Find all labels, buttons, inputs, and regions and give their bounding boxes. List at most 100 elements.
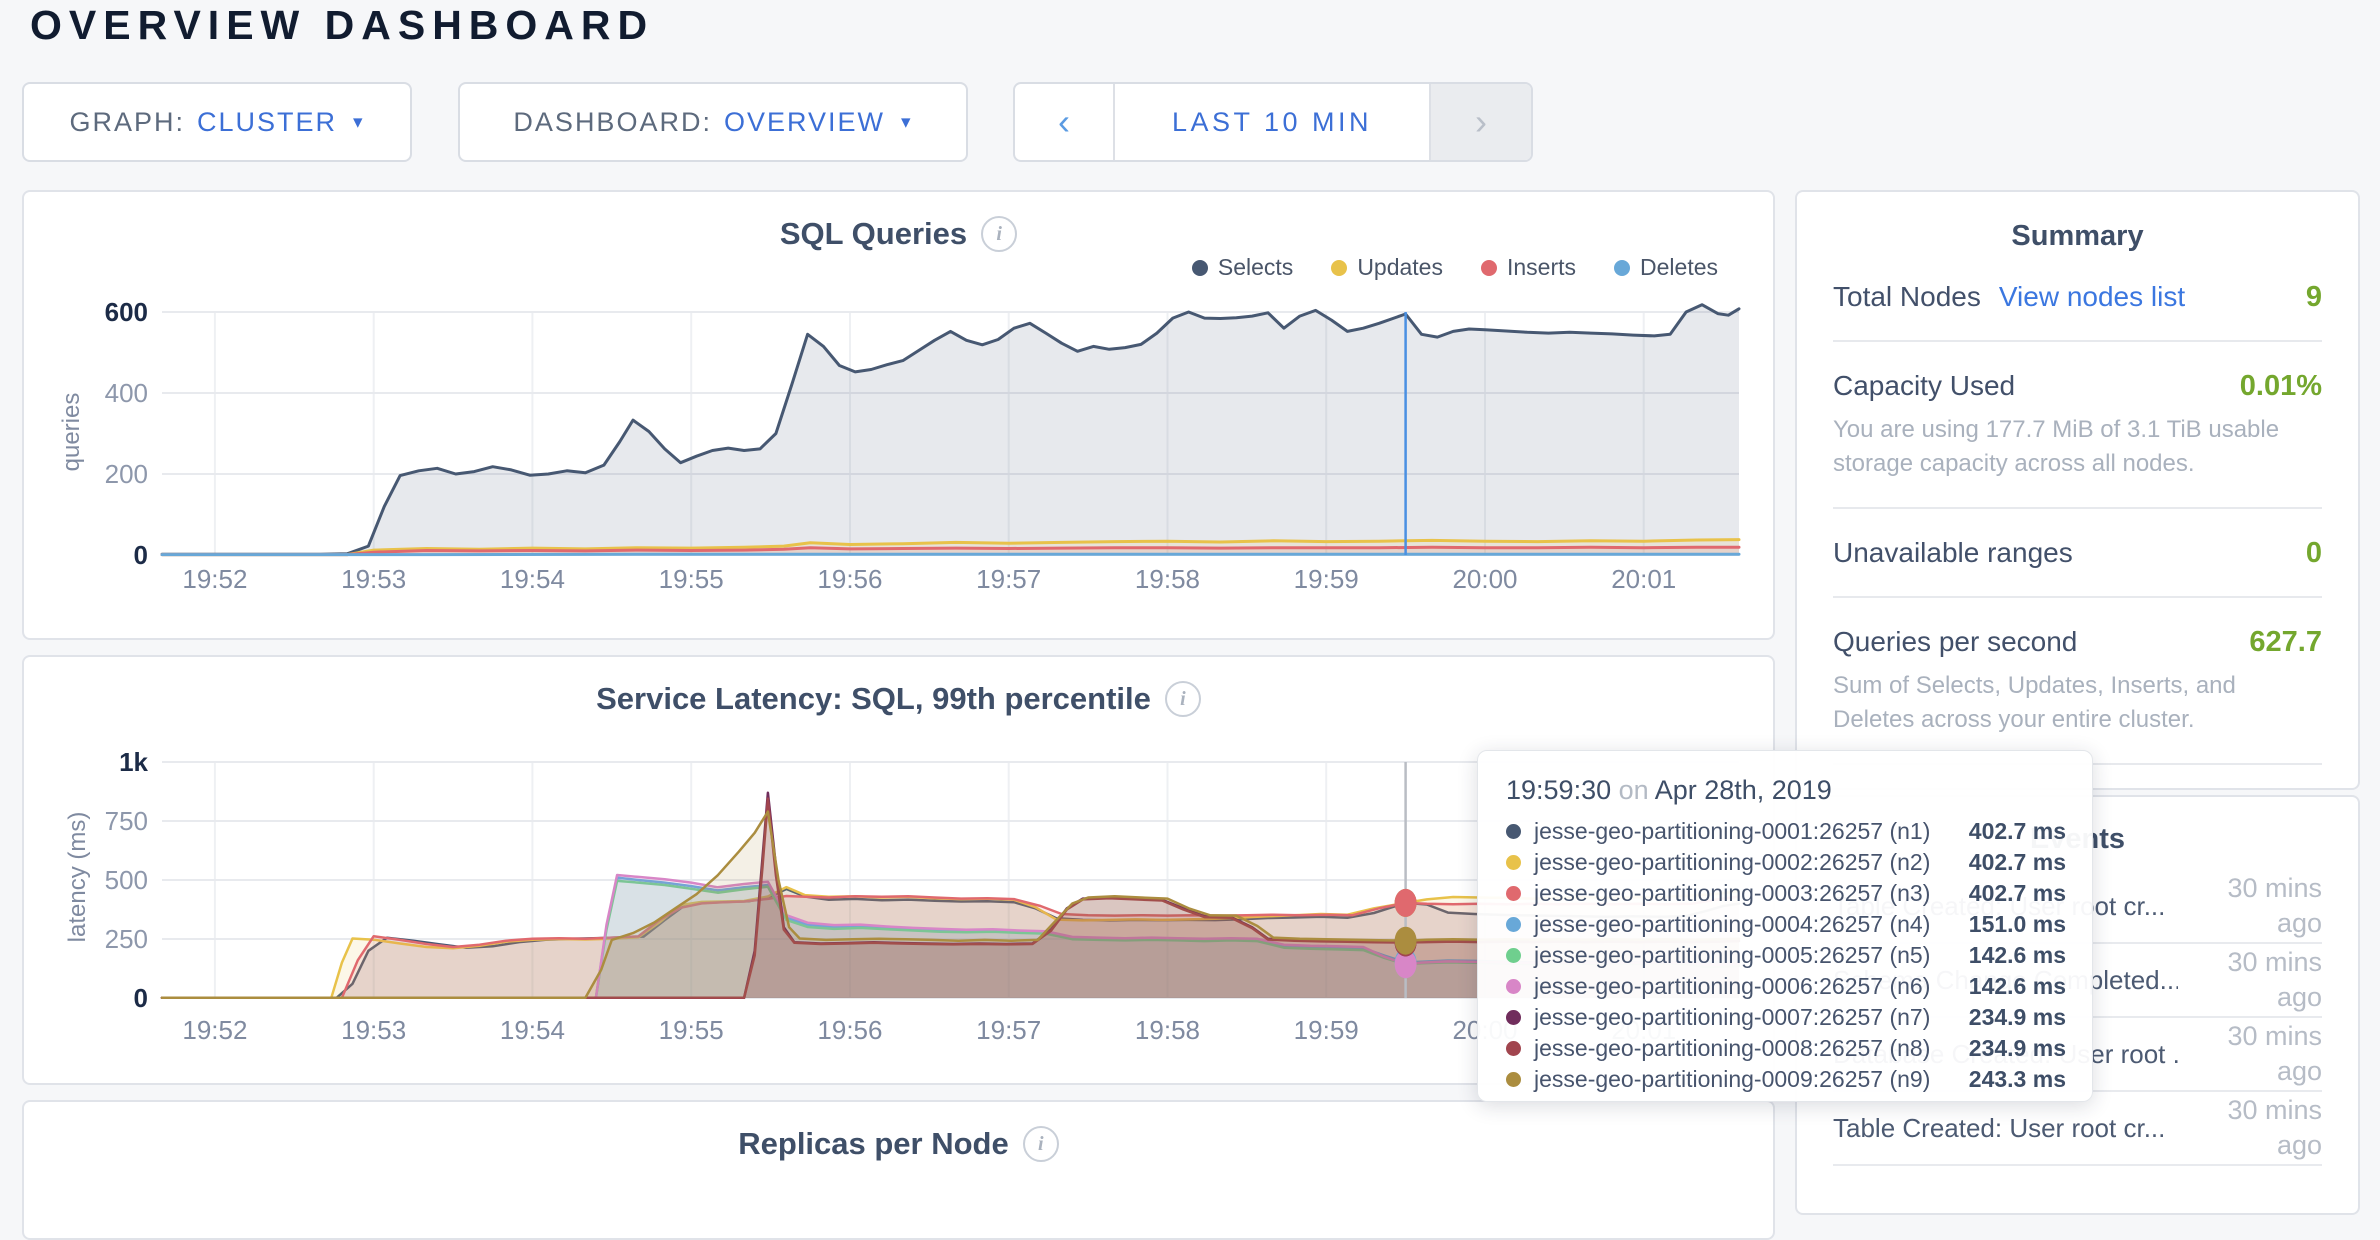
tooltip-header: 19:59:30 on Apr 28th, 2019 [1506, 775, 2072, 806]
x-tick-label: 19:56 [817, 564, 882, 595]
legend-label: Updates [1357, 254, 1443, 281]
chart-title-text: Service Latency: SQL, 99th percentile [596, 681, 1151, 717]
x-tick-label: 19:55 [659, 564, 724, 595]
sql-queries-chart[interactable] [162, 312, 1739, 555]
time-range-value[interactable]: LAST 10 MIN [1115, 84, 1429, 160]
chevron-right-icon: › [1475, 101, 1487, 143]
legend-item-updates[interactable]: Updates [1331, 254, 1443, 281]
series-area [162, 305, 1739, 555]
tooltip-row: jesse-geo-partitioning-0005:26257 (n5)14… [1506, 940, 2072, 971]
service-latency-title: Service Latency: SQL, 99th percentile i [24, 681, 1773, 717]
tooltip-node-value: 402.7 ms [1969, 849, 2072, 876]
series-dot-icon [1506, 824, 1521, 839]
summary-heading: Summary [1833, 220, 2322, 253]
chart-legend: Selects Updates Inserts Deletes [1192, 254, 1718, 281]
legend-dot-icon [1192, 260, 1208, 276]
event-title: Table Created: User root cr... [1833, 1113, 2178, 1144]
y-tick-label: 750 [24, 806, 148, 837]
queries-per-second-row: Queries per second 627.7 [1833, 598, 2322, 659]
legend-item-inserts[interactable]: Inserts [1481, 254, 1576, 281]
capacity-used-caption: You are using 177.7 MiB of 3.1 TiB usabl… [1833, 413, 2322, 481]
tooltip-time: 19:59:30 [1506, 775, 1611, 805]
view-nodes-list-link[interactable]: View nodes list [1999, 281, 2185, 313]
legend-item-selects[interactable]: Selects [1192, 254, 1293, 281]
legend-item-deletes[interactable]: Deletes [1614, 254, 1718, 281]
dashboard-dropdown[interactable]: DASHBOARD: OVERVIEW ▾ [458, 82, 968, 162]
total-nodes-row: Total Nodes View nodes list 9 [1833, 253, 2322, 314]
series-dot-icon [1506, 886, 1521, 901]
tooltip-row: jesse-geo-partitioning-0008:26257 (n8)23… [1506, 1033, 2072, 1064]
tooltip-node-name: jesse-geo-partitioning-0005:26257 (n5) [1534, 942, 1930, 969]
tooltip-node-name: jesse-geo-partitioning-0002:26257 (n2) [1534, 849, 1930, 876]
unavailable-ranges-label: Unavailable ranges [1833, 537, 2073, 569]
capacity-used-value: 0.01% [2240, 370, 2322, 403]
series-dot-icon [1506, 855, 1521, 870]
tooltip-rows: jesse-geo-partitioning-0001:26257 (n1)40… [1506, 816, 2072, 1095]
queries-per-second-value: 627.7 [2249, 626, 2322, 659]
capacity-used-label: Capacity Used [1833, 370, 2015, 402]
tooltip-date: Apr 28th, 2019 [1655, 775, 1832, 805]
series-dot-icon [1506, 979, 1521, 994]
dashboard-value: OVERVIEW [724, 107, 885, 138]
x-tick-label: 19:53 [341, 1015, 406, 1046]
info-icon[interactable]: i [1165, 681, 1201, 717]
queries-per-second-caption: Sum of Selects, Updates, Inserts, and De… [1833, 669, 2322, 737]
y-tick-label: 600 [24, 297, 148, 328]
event-time: 30 mins ago [2204, 1093, 2322, 1163]
y-tick-label: 400 [24, 378, 148, 409]
dashboard-label: DASHBOARD: [513, 107, 712, 138]
legend-dot-icon [1331, 260, 1347, 276]
tooltip-row: jesse-geo-partitioning-0003:26257 (n3)40… [1506, 878, 2072, 909]
tooltip-row: jesse-geo-partitioning-0007:26257 (n7)23… [1506, 1002, 2072, 1033]
legend-label: Inserts [1507, 254, 1576, 281]
prev-time-button[interactable]: ‹ [1015, 84, 1115, 160]
tooltip-row: jesse-geo-partitioning-0009:26257 (n9)24… [1506, 1064, 2072, 1095]
tooltip-row: jesse-geo-partitioning-0004:26257 (n4)15… [1506, 909, 2072, 940]
series-dot-icon [1506, 917, 1521, 932]
event-time: 30 mins ago [2204, 1019, 2322, 1089]
sql-queries-panel: SQL Queries i Selects Updates Inserts Delet… [22, 190, 1775, 640]
graph-label: GRAPH: [69, 107, 185, 138]
tooltip-row: jesse-geo-partitioning-0006:26257 (n6)14… [1506, 971, 2072, 1002]
tooltip-node-value: 402.7 ms [1969, 818, 2072, 845]
graph-dropdown[interactable]: GRAPH: CLUSTER ▾ [22, 82, 412, 162]
tooltip-node-name: jesse-geo-partitioning-0006:26257 (n6) [1534, 973, 1930, 1000]
tooltip-on-word: on [1619, 775, 1655, 805]
unavailable-ranges-value: 0 [2306, 537, 2322, 570]
info-icon[interactable]: i [981, 216, 1017, 252]
chart-title-text: SQL Queries [780, 216, 967, 252]
y-tick-label: 1k [24, 747, 148, 778]
x-tick-label: 19:58 [1135, 564, 1200, 595]
tooltip-node-name: jesse-geo-partitioning-0004:26257 (n4) [1534, 911, 1930, 938]
hover-dot [1395, 889, 1417, 917]
series-dot-icon [1506, 1072, 1521, 1087]
info-icon[interactable]: i [1023, 1126, 1059, 1162]
x-tick-label: 20:01 [1611, 564, 1676, 595]
x-tick-label: 19:58 [1135, 1015, 1200, 1046]
series-dot-icon [1506, 1041, 1521, 1056]
tooltip-node-value: 234.9 ms [1969, 1004, 2072, 1031]
x-tick-label: 19:54 [500, 1015, 565, 1046]
series-dot-icon [1506, 1010, 1521, 1025]
chart-tooltip: 19:59:30 on Apr 28th, 2019 jesse-geo-par… [1477, 750, 2093, 1102]
hover-dot [1395, 927, 1417, 955]
y-tick-label: 200 [24, 459, 148, 490]
x-tick-label: 19:59 [1294, 1015, 1359, 1046]
x-tick-label: 19:52 [182, 564, 247, 595]
event-time: 30 mins ago [2204, 871, 2322, 941]
tooltip-row: jesse-geo-partitioning-0001:26257 (n1)40… [1506, 816, 2072, 847]
x-tick-label: 19:57 [976, 1015, 1041, 1046]
x-tick-label: 19:54 [500, 564, 565, 595]
summary-panel: Summary Total Nodes View nodes list 9 Ca… [1795, 190, 2360, 790]
event-row[interactable]: Table Created: User root cr... 30 mins ag… [1833, 1092, 2322, 1166]
y-tick-label: 500 [24, 865, 148, 896]
replicas-per-node-panel: Replicas per Node i [22, 1100, 1775, 1240]
next-time-button[interactable]: › [1429, 84, 1531, 160]
y-tick-label: 0 [24, 983, 148, 1014]
x-tick-label: 19:56 [817, 1015, 882, 1046]
x-tick-label: 19:52 [182, 1015, 247, 1046]
x-tick-label: 19:55 [659, 1015, 724, 1046]
